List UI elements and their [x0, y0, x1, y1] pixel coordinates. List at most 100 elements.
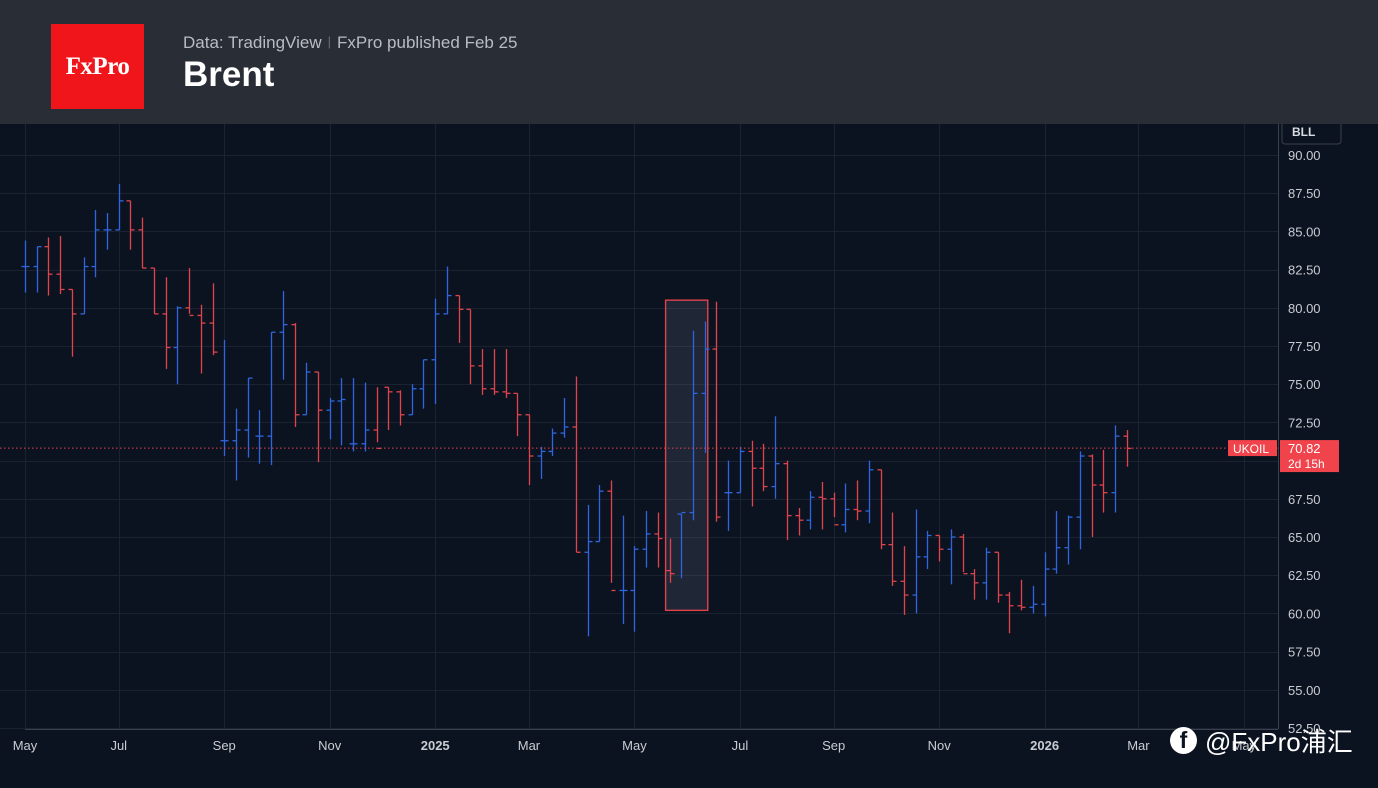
ohlc-bar: [525, 414, 534, 486]
ohlc-bar: [607, 480, 616, 592]
ohlc-bar: [126, 200, 135, 250]
ohlc-bar: [150, 267, 159, 315]
y-tick-label: 82.50: [1288, 263, 1321, 278]
y-tick-label: 72.50: [1288, 415, 1321, 430]
x-tick-label: 2026: [1030, 738, 1059, 753]
ohlc-bar: [982, 547, 991, 600]
x-tick-label: Mar: [518, 738, 541, 753]
highlight-rect: [664, 299, 709, 612]
facebook-icon: f: [1170, 726, 1197, 754]
ohlc-bar: [291, 323, 300, 427]
ohlc-bar: [771, 416, 780, 499]
ohlc-bar: [185, 268, 194, 317]
ohlc-bar: [1088, 454, 1097, 537]
ohlc-bar: [947, 529, 956, 585]
ohlc-bar: [1064, 515, 1073, 565]
price-tag-bg: [1280, 440, 1339, 473]
y-tick-label: 67.50: [1288, 492, 1321, 507]
ohlc-bar: [396, 390, 405, 426]
fxpro-logo: FxPro: [51, 24, 144, 109]
ohlc-bar: [279, 290, 288, 380]
watermark: f @FxPro浦汇: [1170, 722, 1353, 758]
ohlc-bar: [478, 349, 487, 395]
ohlc-bar: [56, 235, 65, 295]
ohlc-bar: [806, 491, 815, 530]
ohlc-bar: [701, 321, 710, 453]
ohlc-bar: [384, 386, 393, 431]
ohlc-bar: [455, 294, 464, 343]
ohlc-bar: [759, 443, 768, 492]
separator: |: [327, 34, 331, 49]
y-tick-label: 62.50: [1288, 568, 1321, 583]
x-axis-labels: May Jul Sep Nov 2025 Mar May Jul Sep Nov 2026 Mar Ma…: [13, 738, 1257, 753]
ohlc-bar: [841, 483, 850, 533]
y-tick-label: 87.50: [1288, 186, 1321, 201]
ohlc-bar: [408, 384, 417, 416]
y-tick-label: 65.00: [1288, 530, 1321, 545]
ohlc-bar: [877, 469, 886, 550]
ohlc-bar: [1076, 451, 1085, 550]
ohlc-bar: [103, 213, 112, 250]
ohlc-bar: [560, 397, 569, 438]
ohlc-bar: [912, 509, 921, 614]
ohlc-bar: [1041, 552, 1050, 617]
ohlc-bar: [584, 504, 593, 637]
ohlc-bar: [267, 331, 276, 466]
source-line: Data: TradingView | FxPro published Feb 25: [183, 33, 518, 53]
y-tick-label: 80.00: [1288, 301, 1321, 316]
watermark-text: @FxPro浦汇: [1205, 726, 1353, 757]
ohlc-bar: [1099, 449, 1108, 513]
published-info: FxPro published Feb 25: [337, 33, 518, 52]
ohlc-bar: [923, 530, 932, 570]
x-tick-label: Nov: [318, 738, 342, 753]
symbol-badge-text: BLL: [1292, 125, 1315, 139]
ohlc-bar: [537, 446, 546, 479]
symbol-badge: BLL: [1281, 124, 1342, 145]
ohlc-bar: [220, 339, 229, 457]
ohlc-bar: [68, 288, 77, 357]
ohlc-bar: [466, 308, 475, 385]
x-tick-label: 2025: [421, 738, 450, 753]
ohlc-bar: [888, 512, 897, 586]
ohlc-bar: [595, 485, 604, 543]
ohlc-bar: [783, 460, 792, 541]
ohlc-bar: [173, 306, 182, 385]
ohlc-bar: [830, 492, 839, 526]
ohlc-bar: [232, 408, 241, 481]
symbol-tag-bg: [1228, 440, 1277, 457]
header-bar: FxPro Data: TradingView | FxPro published …: [0, 0, 1378, 124]
ohlc-bar: [959, 533, 968, 575]
ohlc-bar: [677, 511, 686, 579]
ohlc-bar: [244, 377, 253, 458]
ohlc-bar: [1005, 592, 1014, 634]
y-tick-label: 75.00: [1288, 377, 1321, 392]
ohlc-bar: [818, 481, 827, 530]
ohlc-bar: [115, 184, 124, 231]
x-tick-label: Nov: [928, 738, 952, 753]
horizontal-gridlines: [0, 155, 1278, 729]
ohlc-bar: [302, 362, 311, 416]
ohlc-chart[interactable]: 90.00 87.50 85.00 82.50 80.00 77.50 75.00 72.50…: [0, 124, 1378, 788]
ohlc-bar: [44, 237, 53, 296]
ohlc-bar: [91, 210, 100, 278]
ohlc-bar: [654, 512, 663, 568]
x-tick-label: Jul: [110, 738, 127, 753]
x-tick-label: Mar: [1127, 738, 1150, 753]
data-source: Data: TradingView: [183, 33, 322, 52]
ohlc-bar: [337, 378, 346, 446]
ohlc-bar: [724, 460, 733, 531]
ohlc-bar: [162, 277, 171, 369]
ohlc-bar: [712, 301, 721, 522]
y-tick-label: 57.50: [1288, 645, 1321, 660]
ohlc-bar: [490, 349, 499, 395]
ohlc-bar: [795, 507, 804, 536]
ohlc-bar: [970, 569, 979, 600]
ohlc-bar: [642, 511, 651, 568]
ohlc-bar: [1052, 511, 1061, 574]
ohlc-bar: [33, 246, 42, 293]
ohlc-bar: [21, 240, 30, 293]
ohlc-bar: [361, 382, 370, 452]
ohlc-bar: [935, 534, 944, 562]
ohlc-bar: [138, 217, 147, 269]
